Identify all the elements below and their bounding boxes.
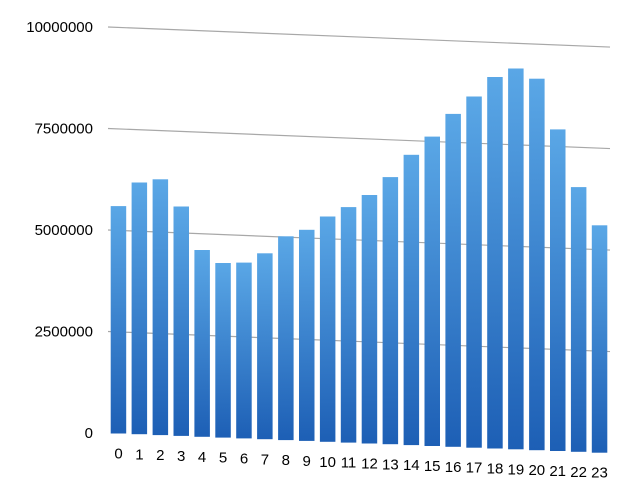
x-tick-label: 4 (198, 449, 206, 466)
bar-3 (173, 206, 189, 436)
gridline (107, 229, 611, 251)
x-tick-label: 12 (361, 456, 378, 473)
x-tick-label: 18 (487, 461, 504, 478)
x-tick-label: 7 (261, 451, 269, 468)
x-tick-label: 22 (570, 464, 587, 481)
bar-11 (340, 207, 357, 443)
gridline (107, 127, 611, 150)
x-tick-label: 10 (319, 454, 336, 471)
bars (110, 68, 608, 453)
bar-22 (570, 187, 587, 452)
bar-9 (299, 229, 315, 441)
x-tick-label: 9 (303, 453, 311, 470)
bar-17 (466, 96, 482, 448)
gridline (107, 26, 611, 48)
gridline (107, 330, 611, 353)
x-tick-label: 16 (445, 459, 462, 476)
bar-0 (110, 206, 127, 434)
bar-7 (257, 253, 273, 440)
bar-12 (361, 195, 378, 444)
bar-15 (424, 136, 440, 446)
bar-2 (152, 179, 169, 436)
x-tick-label: 5 (219, 450, 227, 467)
bar-14 (403, 154, 420, 446)
bar-23 (591, 225, 608, 453)
y-tick-label: 7500000 (35, 121, 93, 138)
bar-19 (508, 68, 524, 450)
x-tick-label: 0 (114, 445, 122, 462)
bar-1 (131, 182, 148, 435)
bar-5 (215, 263, 231, 438)
x-tick-label: 3 (177, 448, 185, 465)
x-tick-label: 6 (240, 450, 248, 467)
y-tick-label: 2500000 (35, 324, 93, 341)
bar-18 (487, 77, 503, 449)
y-axis-labels: 0 2500000 5000000 7500000 10000000 (26, 19, 93, 442)
x-tick-label: 23 (591, 465, 608, 482)
y-tick-label: 5000000 (35, 222, 93, 239)
y-tick-label: 10000000 (26, 19, 93, 36)
bar-21 (550, 129, 566, 451)
x-tick-label: 11 (341, 455, 357, 472)
x-tick-label: 14 (403, 457, 420, 474)
x-tick-label: 21 (549, 463, 566, 480)
x-tick-label: 1 (135, 446, 143, 463)
x-axis-labels: 0 1 2 3 4 5 6 7 8 9 10 11 12 13 14 15 16 17 18 19 20 21 22 23 (114, 445, 608, 481)
bar-20 (529, 78, 545, 451)
bar-13 (382, 177, 399, 445)
x-tick-label: 13 (382, 456, 399, 473)
y-tick-label: 0 (85, 425, 93, 442)
x-tick-label: 15 (424, 458, 441, 475)
x-tick-label: 19 (508, 461, 525, 478)
x-tick-label: 20 (528, 462, 545, 479)
bar-10 (319, 216, 336, 442)
bar-6 (236, 262, 252, 439)
x-tick-label: 2 (156, 447, 164, 464)
bar-4 (194, 250, 210, 437)
gridlines (107, 26, 611, 353)
x-tick-label: 8 (282, 452, 290, 469)
x-tick-label: 17 (466, 460, 483, 477)
bar-8 (278, 236, 294, 441)
bar-16 (445, 113, 461, 447)
